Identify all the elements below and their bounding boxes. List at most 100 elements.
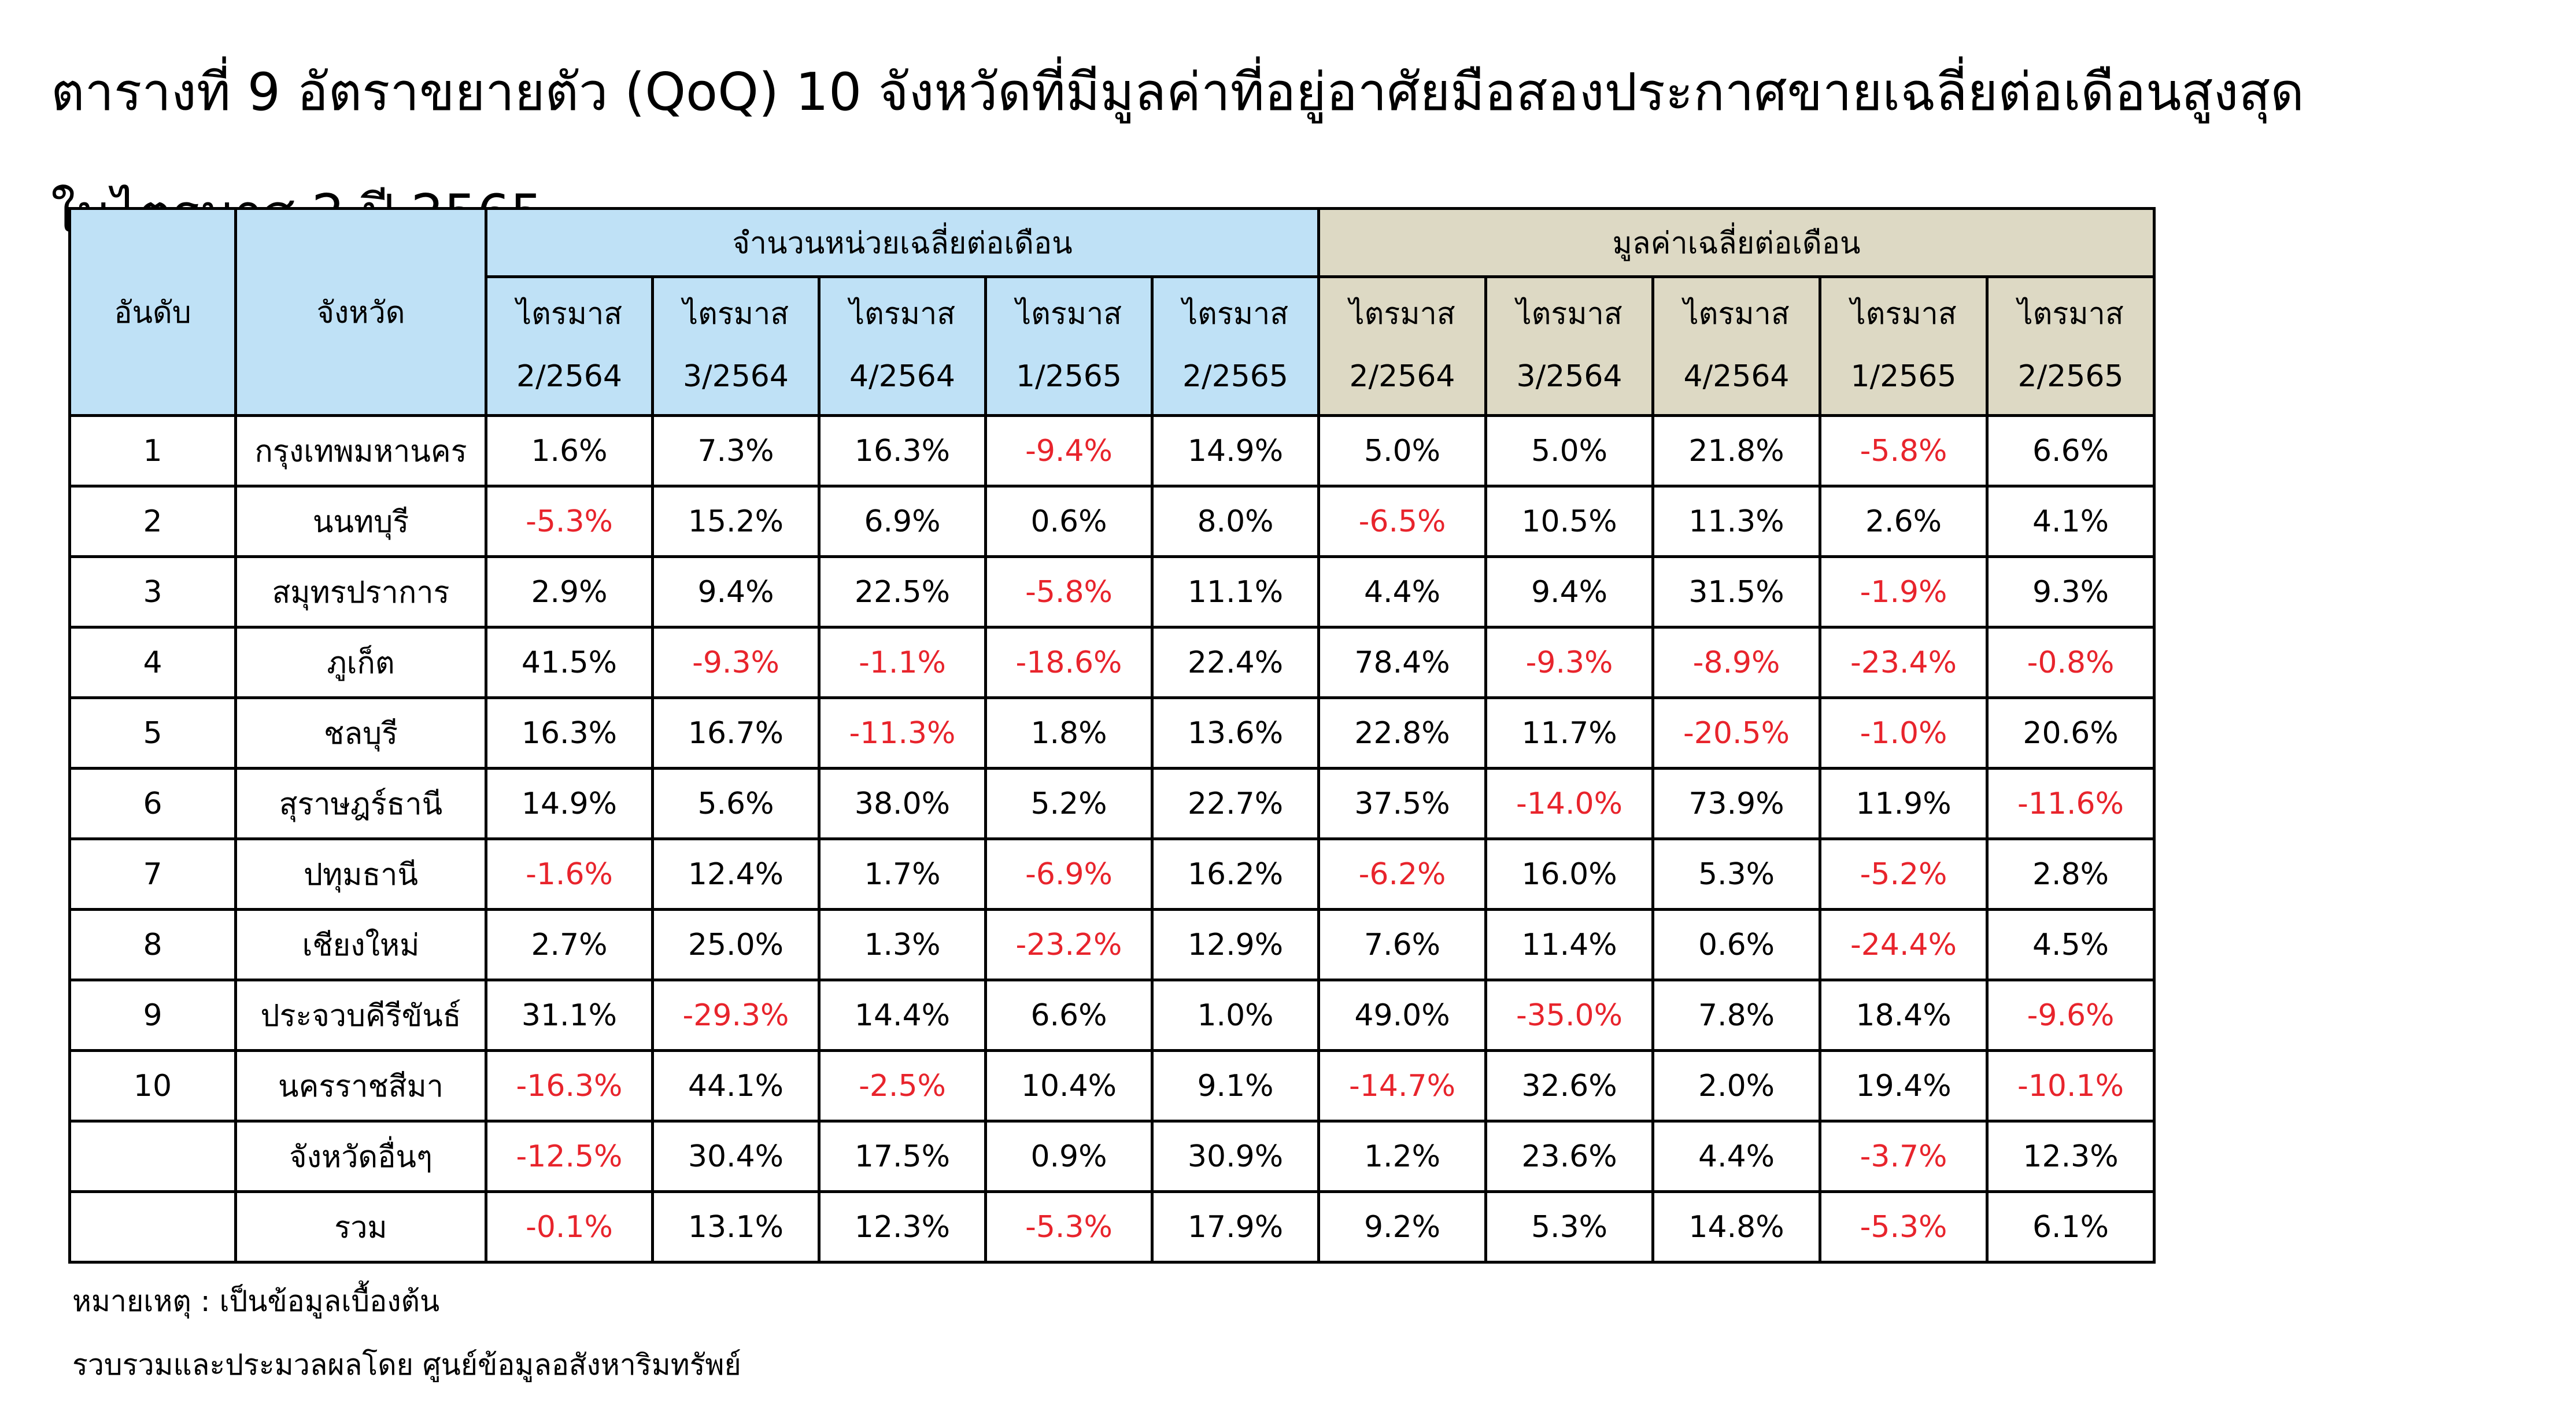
units-growth-cell: 16.3% [818, 414, 987, 488]
units-growth-cell: -5.8% [984, 555, 1154, 629]
rank-cell: 3 [68, 555, 237, 629]
units-growth-cell: 12.4% [651, 837, 821, 911]
value-growth-cell: -11.6% [1986, 767, 2156, 840]
units-growth-cell: 13.6% [1150, 696, 1321, 770]
value-growth-cell: 2.6% [1819, 485, 1989, 558]
table-row: 9 ประจวบคีรีขันธ์ 31.1% -29.3% 14.4% 6.6% 1.0%… [68, 979, 2156, 1052]
value-growth-cell: 7.8% [1651, 979, 1822, 1052]
rank-cell: 9 [68, 979, 237, 1052]
table-row: 6 สุราษฎร์ธานี 14.9% 5.6% 38.0% 5.2% 22.7% 37.5… [68, 767, 2156, 840]
units-growth-cell: 22.5% [818, 555, 987, 629]
units-growth-cell: 9.1% [1150, 1049, 1321, 1123]
units-growth-cell: -16.3% [485, 1049, 654, 1123]
units-growth-cell: -23.2% [984, 908, 1154, 981]
units-growth-cell: -9.4% [984, 414, 1154, 488]
value-growth-cell: 9.2% [1317, 1190, 1488, 1264]
header-group-units: จำนวนหน่วยเฉลี่ยต่อเดือน [484, 207, 1321, 278]
quarter-word: ไตรมาส [682, 297, 789, 331]
value-growth-cell: 32.6% [1484, 1049, 1655, 1123]
province-cell: ประจวบคีรีขันธ์ [234, 979, 487, 1052]
rank-cell: 8 [68, 908, 237, 981]
value-growth-cell: 12.3% [1986, 1120, 2156, 1193]
value-growth-cell: -24.4% [1819, 908, 1989, 981]
value-growth-cell: 21.8% [1651, 414, 1822, 488]
value-growth-cell: 5.3% [1651, 837, 1822, 911]
quarter-period: 1/2565 [1850, 359, 1957, 394]
header-units-quarter-3: ไตรมาส 4/2564 [818, 275, 987, 417]
units-growth-cell: -5.3% [485, 485, 654, 558]
header-value-quarter-5: ไตรมาส 2/2565 [1986, 275, 2156, 417]
units-growth-cell: 1.8% [984, 696, 1154, 770]
province-cell: สมุทรปราการ [234, 555, 487, 629]
table-row: 8 เชียงใหม่ 2.7% 25.0% 1.3% -23.2% 12.9% 7.6% 11… [68, 908, 2156, 981]
header-units-quarter-2: ไตรมาส 3/2564 [651, 275, 821, 417]
value-growth-cell: -6.5% [1317, 485, 1488, 558]
value-growth-cell: 2.8% [1986, 837, 2156, 911]
value-growth-cell: -35.0% [1484, 979, 1655, 1052]
header-rank: อันดับ [68, 207, 237, 417]
units-growth-cell: 6.6% [984, 979, 1154, 1052]
value-growth-cell: 4.1% [1986, 485, 2156, 558]
quarter-period: 3/2564 [1516, 359, 1623, 394]
value-growth-cell: -9.3% [1484, 626, 1655, 699]
value-growth-cell: -14.0% [1484, 767, 1655, 840]
units-growth-cell: 30.9% [1150, 1120, 1321, 1193]
value-growth-cell: -0.8% [1986, 626, 2156, 699]
units-growth-cell: 5.2% [984, 767, 1154, 840]
units-growth-cell: 8.0% [1150, 485, 1321, 558]
value-growth-cell: 37.5% [1317, 767, 1488, 840]
value-growth-cell: 78.4% [1317, 626, 1488, 699]
rank-cell: 5 [68, 696, 237, 770]
units-growth-cell: 2.7% [485, 908, 654, 981]
units-growth-cell: -9.3% [651, 626, 821, 699]
value-growth-cell: 6.1% [1986, 1190, 2156, 1264]
rank-cell: 6 [68, 767, 237, 840]
quarter-period: 2/2565 [1182, 359, 1288, 394]
value-growth-cell: -5.8% [1819, 414, 1989, 488]
value-growth-cell: 11.3% [1651, 485, 1822, 558]
value-growth-cell: 4.4% [1317, 555, 1488, 629]
units-growth-cell: -0.1% [485, 1190, 654, 1264]
value-growth-cell: -5.2% [1819, 837, 1989, 911]
units-growth-cell: 11.1% [1150, 555, 1321, 629]
header-province: จังหวัด [234, 207, 487, 417]
units-growth-cell: 16.7% [651, 696, 821, 770]
units-growth-cell: 17.5% [818, 1120, 987, 1193]
province-cell: ภูเก็ต [234, 626, 487, 699]
value-growth-cell: 9.4% [1484, 555, 1655, 629]
units-growth-cell: -2.5% [818, 1049, 987, 1123]
value-growth-cell: -5.3% [1819, 1190, 1989, 1264]
units-growth-cell: 16.3% [485, 696, 654, 770]
units-growth-cell: -6.9% [984, 837, 1154, 911]
value-growth-cell: 2.0% [1651, 1049, 1822, 1123]
units-growth-cell: 0.9% [984, 1120, 1154, 1193]
value-growth-cell: 5.0% [1484, 414, 1655, 488]
units-growth-cell: 30.4% [651, 1120, 821, 1193]
table-row: 1 กรุงเทพมหานคร 1.6% 7.3% 16.3% -9.4% 14.9% 5.0… [68, 414, 2156, 488]
units-growth-cell: 12.3% [818, 1190, 987, 1264]
rank-cell: 1 [68, 414, 237, 488]
units-growth-cell: 25.0% [651, 908, 821, 981]
value-growth-cell: 4.5% [1986, 908, 2156, 981]
units-growth-cell: -11.3% [818, 696, 987, 770]
quarter-period: 4/2564 [1683, 359, 1790, 394]
table-body: 1 กรุงเทพมหานคร 1.6% 7.3% 16.3% -9.4% 14.9% 5.0… [68, 414, 2156, 1264]
units-growth-cell: 0.6% [984, 485, 1154, 558]
header-value-quarter-1: ไตรมาส 2/2564 [1317, 275, 1488, 417]
quarter-period: 4/2564 [849, 359, 955, 394]
table-row: รวม -0.1% 13.1% 12.3% -5.3% 17.9% 9.2% 5.3% 14.8… [68, 1190, 2156, 1264]
value-growth-cell: 22.8% [1317, 696, 1488, 770]
province-cell: จังหวัดอื่นๆ [234, 1120, 487, 1193]
units-growth-cell: 13.1% [651, 1190, 821, 1264]
qoq-growth-table: อันดับ จังหวัด จำนวนหน่วยเฉลี่ยต่อเดือน … [68, 207, 2156, 1264]
value-growth-cell: -6.2% [1317, 837, 1488, 911]
value-growth-cell: -1.9% [1819, 555, 1989, 629]
value-growth-cell: 4.4% [1651, 1120, 1822, 1193]
units-growth-cell: 14.9% [1150, 414, 1321, 488]
quarter-word: ไตรมาส [1850, 297, 1957, 331]
province-cell: ชลบุรี [234, 696, 487, 770]
value-growth-cell: 0.6% [1651, 908, 1822, 981]
province-cell: สุราษฎร์ธานี [234, 767, 487, 840]
units-growth-cell: 5.6% [651, 767, 821, 840]
table-row: 3 สมุทรปราการ 2.9% 9.4% 22.5% -5.8% 11.1% 4.4% 9… [68, 555, 2156, 629]
